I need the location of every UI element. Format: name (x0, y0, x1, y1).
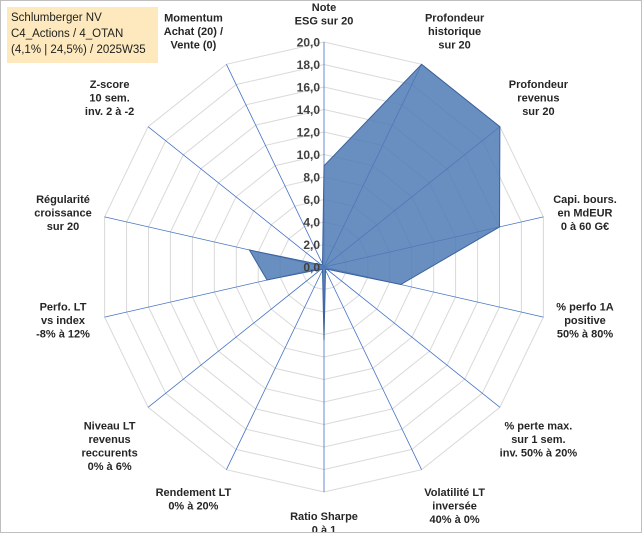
axis-spoke (323, 266, 422, 470)
title-line-3: (4,1% | 24,5%) / 2025W35 (11, 44, 146, 56)
axis-label-line: en MdEUR (558, 208, 613, 220)
axis-label-line: 0% à 20% (168, 501, 218, 513)
axis-label-line: 40% à 0% (430, 514, 480, 526)
axis-label: Régularité croissance sur 20 (34, 194, 91, 233)
axis-label-line: Rendement LT (156, 487, 232, 499)
axis-label-line: reccurents (81, 447, 137, 459)
axis-label: Momentum Achat (20) / Vente (0) (164, 12, 223, 51)
axis-label-line: revenus (88, 434, 130, 446)
axis-spoke (323, 266, 501, 408)
axis-label: Ratio Sharpe 0 à 1 (290, 511, 358, 532)
tick-label: 18,0 (297, 58, 321, 72)
tick-label: 0,0 (303, 261, 320, 275)
axis-label: Niveau LT revenus reccurents 0% à 6% (81, 420, 137, 473)
axis-label-line: 0% à 6% (88, 461, 132, 473)
axis-label-line: revenus (517, 93, 559, 105)
axis-label-line: Z-score (90, 79, 130, 91)
axis-spoke (147, 126, 325, 268)
axis-label-line: Régularité (36, 194, 90, 206)
axis-label-line: 50% à 80% (557, 328, 613, 340)
title-line-1: Schlumberger NV (11, 12, 102, 24)
axis-label-line: % perfo 1A (556, 301, 614, 313)
axis-label: % perte max. sur 1 sem. inv. 50% à 20% (500, 420, 578, 459)
axis-label-line: % perte max. (504, 420, 572, 432)
axis-label-line: sur 1 sem. (511, 434, 565, 446)
axis-label-line: ESG sur 20 (295, 16, 354, 28)
axis-label: Note ESG sur 20 (295, 2, 354, 28)
axis-label: % perfo 1A positive 50% à 80% (556, 301, 614, 340)
tick-label: 6,0 (303, 193, 320, 207)
tick-label: 16,0 (297, 81, 321, 95)
axis-spoke (226, 266, 325, 470)
axis-label-line: Profondeur (425, 12, 485, 24)
axis-label-line: Momentum (164, 12, 223, 24)
axis-label: Rendement LT 0% à 20% (156, 487, 232, 512)
tick-label: 14,0 (297, 103, 321, 117)
axis-label-line: Ratio Sharpe (290, 511, 358, 523)
axis-label: Capi. bours. en MdEUR 0 à 60 G€ (553, 194, 617, 233)
chart-title-box: Schlumberger NV C4_Actions / 4_OTAN (4,1… (7, 7, 158, 63)
tick-label: 2,0 (303, 238, 320, 252)
axis-spoke (147, 266, 325, 408)
axis-label-line: inv. 2 à -2 (85, 106, 134, 118)
axis-label-line: historique (428, 26, 481, 38)
axis-label-line: Niveau LT (84, 420, 136, 432)
axis-label-line: Achat (20) / (164, 26, 223, 38)
axis-label: Profondeur revenus sur 20 (509, 79, 569, 118)
title-line-2: C4_Actions / 4_OTAN (11, 28, 124, 40)
axis-label: Z-score 10 sem. inv. 2 à -2 (85, 79, 134, 118)
axis-spoke (226, 64, 325, 268)
axis-label-line: sur 20 (47, 221, 79, 233)
axis-label-line: 0 à 60 G€ (561, 221, 609, 233)
axis-label-line: inv. 50% à 20% (500, 447, 578, 459)
axis-label-line: positive (564, 315, 606, 327)
axis-label-line: 0 à 1 (312, 525, 336, 533)
axis-label-line: Vente (0) (170, 39, 216, 51)
tick-label: 20,0 (297, 36, 321, 50)
axis-label-line: 10 sem. (89, 93, 129, 105)
axis-label-line: Perfo. LT (40, 301, 87, 313)
axis-label: Volatilité LT inversée 40% à 0% (424, 487, 485, 526)
axis-label-line: vs index (41, 315, 86, 327)
tick-label: 12,0 (297, 126, 321, 140)
axis-label: Profondeur historique sur 20 (425, 12, 485, 51)
axis-label-line: croissance (34, 208, 91, 220)
axis-label: Perfo. LT vs index -8% à 12% (36, 301, 90, 340)
axis-label-line: Profondeur (509, 79, 569, 91)
tick-label: 4,0 (303, 216, 320, 230)
axis-label-line: Note (312, 2, 336, 14)
tick-label: 8,0 (303, 171, 320, 185)
axis-label-line: sur 20 (438, 39, 470, 51)
tick-label: 10,0 (297, 148, 321, 162)
axis-label-line: sur 20 (522, 106, 554, 118)
axis-label-line: Capi. bours. (553, 194, 617, 206)
axis-label-line: Volatilité LT (424, 487, 485, 499)
axis-label-line: inversée (432, 501, 477, 513)
axis-label-line: -8% à 12% (36, 328, 90, 340)
